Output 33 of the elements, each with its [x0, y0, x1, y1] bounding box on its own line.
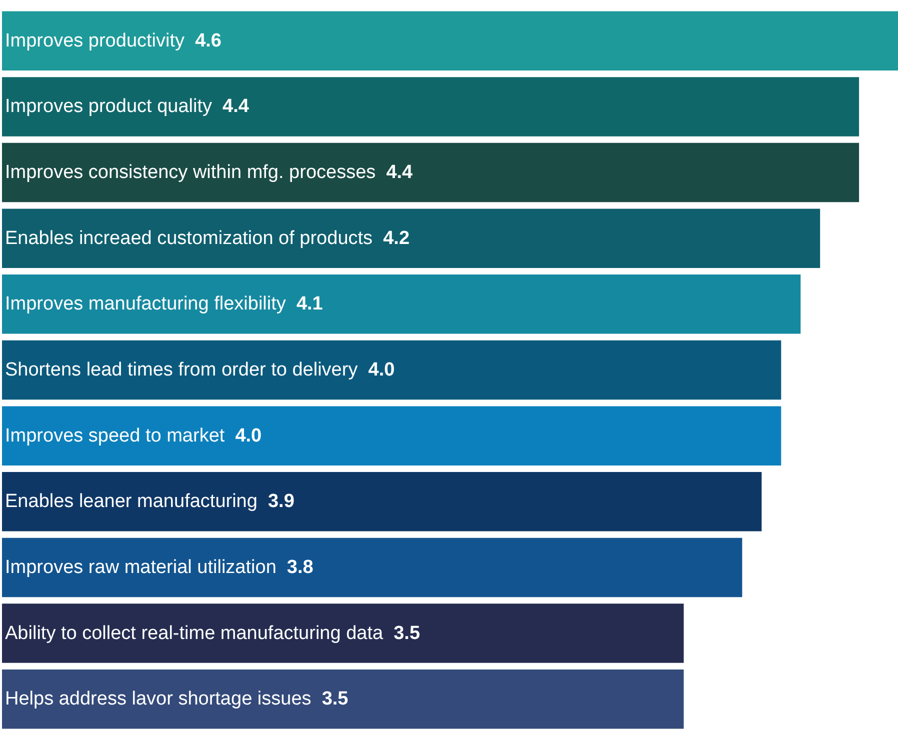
data-label: 4.0 — [368, 360, 395, 380]
bar — [2, 77, 860, 136]
y-tick-label: Enables leaner manufacturing — [5, 491, 258, 512]
data-label: 4.4 — [386, 162, 414, 184]
y-tick-label: Ability to collect real-time manufacturing data — [5, 622, 384, 644]
bar — [2, 208, 820, 268]
bar — [2, 604, 684, 663]
data-label: 4.2 — [383, 228, 410, 249]
bar — [2, 406, 782, 466]
bar — [2, 142, 860, 202]
y-tick-label: Improves consistency within mfg. processes — [5, 162, 376, 184]
data-label: 3.5 — [394, 622, 420, 644]
y-tick-label: Helps address lavor shortage issues — [5, 688, 312, 710]
bar — [2, 274, 801, 334]
y-tick-label: Improves speed to market — [5, 425, 225, 446]
y-tick-label: Shortens lead times from order to delivery — [5, 360, 358, 380]
y-tick-label: Improves raw material utilization — [5, 556, 276, 578]
bar — [2, 538, 742, 598]
data-label: 4.0 — [235, 425, 262, 446]
data-label: 4.6 — [195, 30, 222, 52]
bar — [2, 340, 782, 400]
data-label: 4.1 — [296, 294, 324, 315]
y-tick-label: Enables increaed customization of products — [5, 228, 373, 249]
bar — [2, 11, 898, 71]
bar — [2, 669, 684, 729]
y-tick-label: Improves product quality — [5, 96, 212, 118]
data-label: 3.8 — [286, 556, 314, 578]
data-label: 3.5 — [322, 688, 349, 710]
y-tick-label: Improves manufacturing flexibility — [5, 294, 286, 315]
y-tick-label: Improves productivity — [5, 30, 185, 52]
data-label: 3.9 — [268, 491, 294, 512]
data-label: 4.4 — [222, 96, 250, 118]
bar — [2, 472, 762, 532]
